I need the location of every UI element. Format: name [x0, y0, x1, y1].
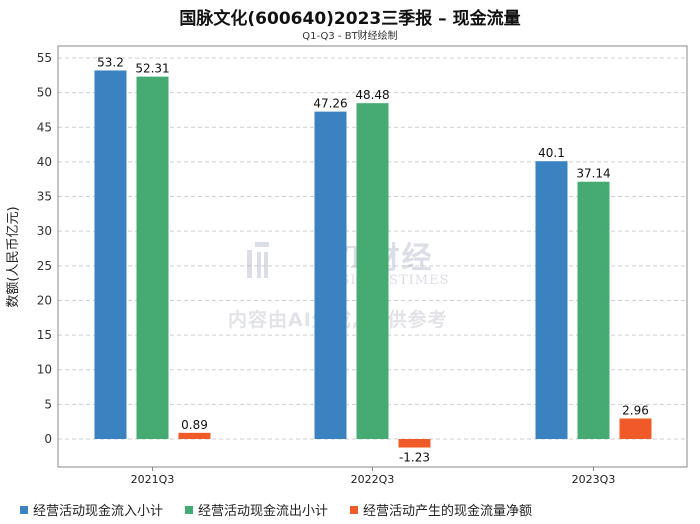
- bar-2023Q3-series-2: [577, 181, 610, 440]
- data-label: 48.48: [355, 88, 389, 102]
- data-label: -1.23: [399, 451, 430, 465]
- x-axis: 2021Q3 2022Q3 2023Q3: [131, 467, 616, 486]
- y-tick-label: 40: [37, 155, 52, 169]
- data-labels: 53.2 47.26 40.1 52.31 48.48 37.14 0.89 -1.23 2.9…: [97, 55, 649, 464]
- bt-logo-icon: [247, 242, 269, 278]
- x-tick-label: 2021Q3: [131, 473, 175, 486]
- data-label: 40.1: [538, 146, 565, 160]
- data-label: 0.89: [181, 418, 208, 432]
- legend-swatch: [20, 505, 28, 514]
- legend-item-2: 经营活动现金流出小计: [185, 500, 328, 519]
- y-tick-label: 15: [37, 328, 52, 342]
- y-tick-label: 20: [37, 293, 52, 307]
- legend: 经营活动现金流入小计 经营活动现金流出小计 经营活动产生的现金流量净额: [20, 500, 700, 519]
- y-axis-label: 数额(人民币亿元): [6, 206, 21, 307]
- legend-swatch: [185, 505, 194, 514]
- y-tick-label: 0: [44, 432, 52, 446]
- y-tick-label: 45: [37, 120, 52, 134]
- legend-item-3: 经营活动产生的现金流量净额: [350, 500, 532, 519]
- y-tick-label: 5: [44, 397, 52, 411]
- data-label: 37.14: [576, 167, 610, 181]
- y-tick-label: 55: [37, 51, 52, 65]
- data-label: 52.31: [135, 62, 169, 76]
- bar-2021Q3-series-1: [94, 70, 127, 440]
- y-tick-label: 25: [37, 259, 52, 273]
- bar-2023Q3-series-1: [535, 161, 568, 439]
- bar-2022Q3-series-1: [314, 111, 347, 439]
- bar-2021Q3-series-2: [136, 76, 169, 439]
- x-tick-label: 2023Q3: [572, 473, 616, 486]
- legend-label: 经营活动现金流出小计: [198, 504, 329, 519]
- bar-2022Q3-series-3: [398, 439, 431, 448]
- y-tick-label: 50: [37, 86, 52, 100]
- bar-2021Q3-series-3: [178, 432, 211, 439]
- legend-swatch: [350, 505, 359, 514]
- legend-label: 经营活动现金流入小计: [33, 504, 164, 519]
- legend-label: 经营活动产生的现金流量净额: [363, 504, 533, 519]
- bar-2023Q3-series-3: [619, 418, 652, 439]
- y-tick-label: 30: [37, 224, 52, 238]
- y-tick-label: 35: [37, 190, 52, 204]
- x-tick-label: 2022Q3: [351, 473, 395, 486]
- bars: [94, 70, 652, 448]
- legend-item-1: 经营活动现金流入小计: [20, 500, 163, 519]
- data-label: 53.2: [97, 55, 124, 69]
- bar-2022Q3-series-2: [356, 103, 389, 439]
- y-axis: 0 5 10 15 20 25 30 35 40 45 50 55: [37, 51, 52, 446]
- y-tick-label: 10: [37, 363, 52, 377]
- data-label: 2.96: [622, 403, 649, 417]
- chart-subtitle: Q1-Q3 - BT财经绘制: [302, 31, 398, 42]
- chart-title: 国脉文化(600640)2023三季报 – 现金流量: [179, 9, 521, 29]
- data-label: 47.26: [313, 97, 347, 111]
